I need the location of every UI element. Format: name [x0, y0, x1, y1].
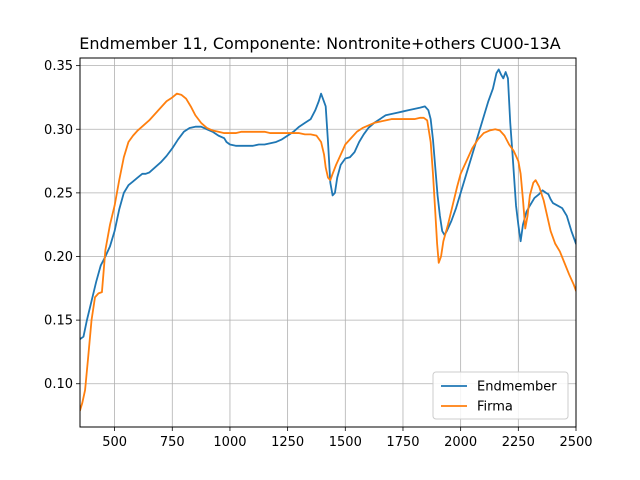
series-line-endmember	[80, 68, 576, 341]
x-tick-label: 500	[102, 435, 127, 450]
y-tick-label: 0.35	[44, 59, 73, 74]
x-tick-label: 1500	[329, 435, 362, 450]
y-tick-label: 0.30	[44, 123, 73, 138]
x-tick-label: 2250	[502, 435, 535, 450]
x-tick-label: 1750	[386, 435, 419, 450]
chart-title: Endmember 11, Componente: Nontronite+oth…	[79, 34, 561, 53]
x-tick-label: 1000	[213, 435, 246, 450]
axes-frame	[79, 57, 577, 428]
series-line-firma	[80, 92, 576, 412]
y-tick-label: 0.10	[44, 377, 73, 392]
legend-box	[432, 371, 569, 420]
x-tick-label: 1250	[271, 435, 304, 450]
plot-area: 500 750 1000 1250 1500 1750 2000 2250 2500 0.10 0.…	[44, 57, 593, 450]
x-tick-label: 2500	[559, 435, 592, 450]
legend-label-firma: Firma	[477, 400, 513, 415]
y-tick-label: 0.20	[44, 250, 73, 265]
x-tick-label: 750	[160, 435, 185, 450]
y-tick-label: 0.15	[44, 314, 73, 329]
y-tick-label: 0.25	[44, 186, 73, 201]
legend: Endmember Firma	[432, 371, 569, 420]
legend-label-endmember: Endmember	[477, 380, 557, 395]
series-layer	[80, 68, 576, 412]
tick-layer: 500 750 1000 1250 1500 1750 2000 2250 2500 0.10 0.…	[44, 59, 593, 450]
x-tick-label: 2000	[444, 435, 477, 450]
